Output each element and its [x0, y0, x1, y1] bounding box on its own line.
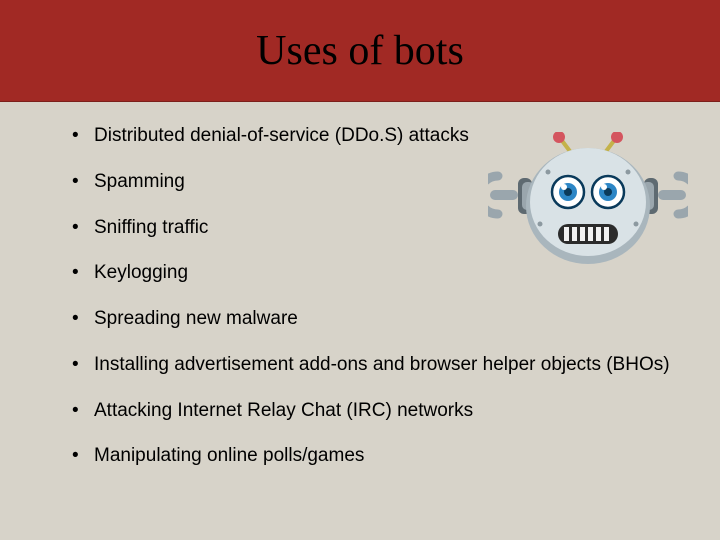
list-item: Manipulating online polls/games — [72, 444, 684, 468]
title-band: Uses of bots — [0, 0, 720, 102]
robot-icon — [488, 132, 688, 292]
list-item: Attacking Internet Relay Chat (IRC) netw… — [72, 399, 684, 423]
list-item: Installing advertisement add-ons and bro… — [72, 353, 684, 377]
list-item: Spreading new malware — [72, 307, 684, 331]
slide: Uses of bots Distributed denial-of-servi… — [0, 0, 720, 540]
slide-title: Uses of bots — [256, 27, 464, 75]
